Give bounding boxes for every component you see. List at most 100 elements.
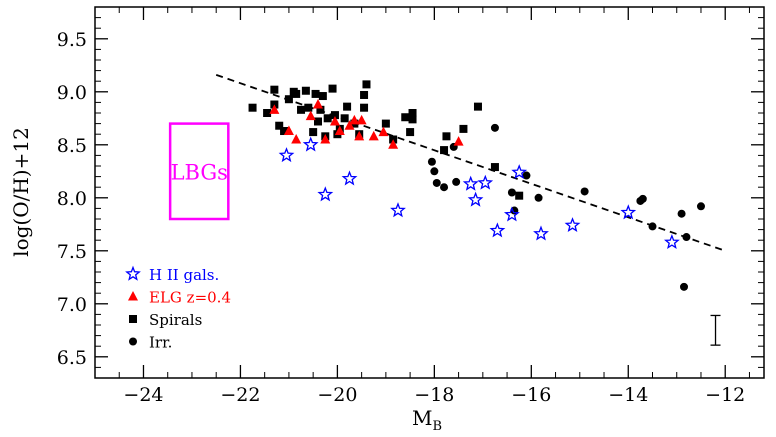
hii-star-point: [663, 233, 680, 250]
elg-triangle-point: [269, 104, 280, 114]
spiral-square-point: [314, 117, 322, 126]
elg-triangle-point: [320, 134, 331, 144]
elg-triangle-point: [368, 130, 379, 141]
hii-star-point: [477, 174, 494, 190]
irr-circle-point: [680, 282, 689, 291]
elg-triangle-point: [283, 125, 294, 136]
legend-marker-open-star: [125, 265, 141, 281]
lbg-label: LBGs: [171, 160, 228, 184]
fit-line: [215, 73, 726, 252]
irr-circle-point: [427, 157, 436, 166]
hii-star-point: [503, 206, 520, 222]
spiral-square-point: [515, 191, 524, 200]
spiral-square-point: [263, 109, 272, 117]
irr-circle-point: [490, 123, 499, 132]
irr-circle-point: [580, 187, 589, 196]
x-tick-label: −22: [220, 384, 260, 406]
data-markers: [248, 80, 705, 291]
plot-background: [94, 6, 765, 379]
spiral-square-point: [275, 121, 284, 130]
irr-circle-point: [507, 188, 516, 197]
irr-circle-point: [682, 233, 691, 242]
x-axis-title-sub: B: [432, 419, 442, 434]
spiral-square-point: [340, 114, 349, 123]
spiral-square-point: [362, 80, 371, 89]
x-tick-label: −16: [511, 384, 551, 406]
elg-triangle-point: [329, 115, 340, 126]
spiral-square-point: [440, 146, 449, 155]
spiral-square-point: [270, 85, 279, 94]
irr-circle-point: [452, 177, 461, 186]
y-tick-label: 7.0: [57, 294, 87, 316]
x-tick-label: −12: [705, 384, 745, 406]
y-tick-label: 8.0: [57, 188, 87, 210]
x-tick-label: −14: [608, 384, 648, 406]
elg-triangle-point: [388, 139, 399, 149]
spiral-square-point: [343, 102, 352, 111]
x-tick-label: −18: [414, 384, 454, 406]
axis-titles: MB log(O/H)+12: [9, 127, 442, 434]
hii-star-point: [341, 170, 358, 186]
legend-label: H II gals.: [149, 266, 219, 284]
spiral-square-point: [408, 109, 417, 117]
irr-circle-point: [677, 209, 686, 218]
elg-triangle-point: [356, 114, 367, 125]
spiral-square-point: [490, 163, 499, 172]
hii-star-point: [278, 147, 295, 163]
elg-triangle-point: [313, 99, 323, 109]
spiral-square-point: [284, 95, 293, 104]
spiral-square-point: [408, 115, 417, 124]
spiral-square-point: [301, 86, 310, 95]
hii-star-point: [564, 217, 581, 233]
x-tick-label: −24: [123, 384, 163, 406]
hii-star-point: [489, 222, 506, 238]
y-tick-label: 8.5: [57, 135, 87, 157]
y-tick-label: 9.0: [57, 82, 87, 104]
x-tick-label: −20: [317, 384, 357, 406]
irr-circle-point: [522, 171, 531, 180]
elg-triangle-point: [334, 125, 345, 136]
irr-circle-point: [638, 194, 647, 203]
irr-circle-point: [440, 183, 449, 192]
spiral-square-point: [316, 105, 325, 114]
spiral-square-point: [459, 124, 468, 133]
hii-star-point: [467, 191, 484, 207]
spiral-square-point: [280, 127, 289, 136]
x-axis-title-main: M: [412, 406, 432, 430]
spiral-square-point: [297, 105, 306, 114]
spiral-square-point: [360, 90, 369, 99]
spiral-square-point: [442, 132, 451, 141]
hii-star-point: [533, 225, 549, 241]
spiral-square-point: [309, 128, 318, 137]
elg-triangle-point: [378, 126, 389, 137]
legend-marker-filled-square: [129, 315, 137, 323]
spiral-square-point: [406, 128, 415, 137]
axis-ticks: [94, 6, 764, 379]
spiral-square-point: [292, 89, 301, 98]
irr-circle-point: [648, 222, 657, 231]
hii-star-point: [302, 136, 319, 152]
hii-star-point: [462, 175, 479, 191]
lbg-box: [168, 122, 230, 221]
spiral-square-point: [248, 103, 257, 112]
irr-circle-point: [696, 202, 705, 211]
elg-triangle-point: [344, 120, 355, 130]
legend: H II gals. ELG z=0.4 Spirals Irr.: [125, 265, 231, 352]
legend-label: ELG z=0.4: [149, 289, 231, 307]
y-axis-title: log(O/H)+12: [9, 127, 33, 257]
lbg-annotation: LBGs: [168, 122, 230, 221]
axis-tick-labels: −24 −22 −20 −18 −16 −14 −12 6.5 7.0 7.5 8.0 8.5 9.0 9…: [57, 29, 745, 406]
y-tick-label: 6.5: [57, 347, 87, 369]
legend-label: Irr.: [149, 334, 172, 352]
spiral-square-point: [328, 84, 337, 93]
y-tick-label: 7.5: [57, 241, 87, 263]
spiral-square-point: [473, 102, 482, 111]
legend-marker-filled-triangle: [128, 291, 138, 301]
irr-circle-point: [430, 167, 439, 176]
legend-label: Spirals: [149, 311, 202, 329]
elg-triangle-point: [354, 130, 365, 141]
spiral-square-point: [381, 119, 390, 128]
spiral-square-point: [323, 114, 332, 123]
x-axis-title: MB: [412, 406, 442, 434]
